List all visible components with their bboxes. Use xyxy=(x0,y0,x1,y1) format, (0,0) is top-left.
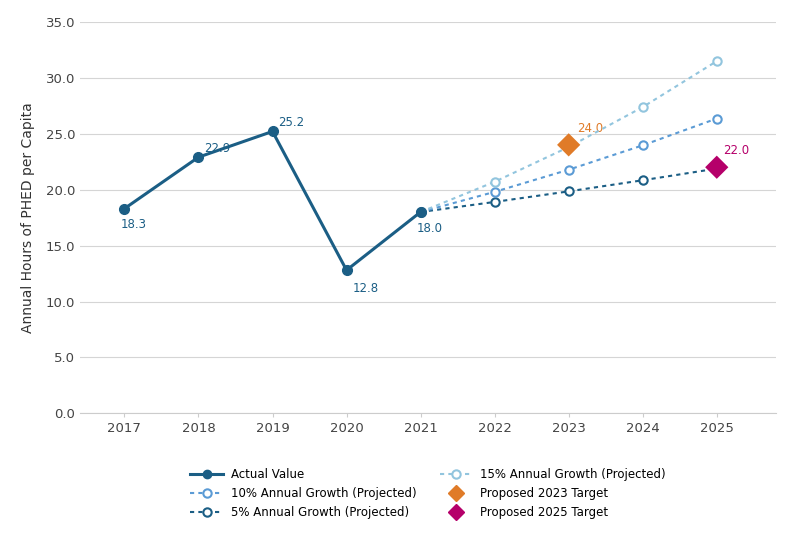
Text: 18.0: 18.0 xyxy=(417,222,443,236)
Text: 12.8: 12.8 xyxy=(353,282,378,295)
Text: 22.9: 22.9 xyxy=(204,142,230,154)
Text: 18.3: 18.3 xyxy=(121,218,146,231)
Y-axis label: Annual Hours of PHED per Capita: Annual Hours of PHED per Capita xyxy=(21,102,34,333)
Point xyxy=(710,163,723,171)
Text: 25.2: 25.2 xyxy=(278,116,305,129)
Legend: Actual Value, 10% Annual Growth (Projected), 5% Annual Growth (Projected), 15% A: Actual Value, 10% Annual Growth (Project… xyxy=(190,468,666,519)
Text: 22.0: 22.0 xyxy=(722,144,749,157)
Text: 24.0: 24.0 xyxy=(578,122,604,135)
Point xyxy=(562,140,575,149)
